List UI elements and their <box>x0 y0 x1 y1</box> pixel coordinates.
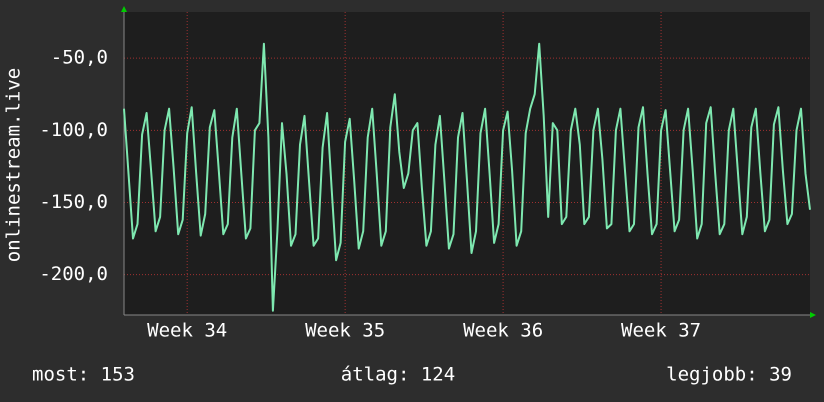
plot-area <box>124 12 810 315</box>
y-tick-label: -200,0 <box>39 263 108 285</box>
y-tick-label: -50,0 <box>51 47 108 69</box>
y-tick-label: -100,0 <box>39 119 108 141</box>
footer-average: átlag: 124 <box>341 364 455 386</box>
y-tick-label: -150,0 <box>39 191 108 213</box>
x-axis-arrow <box>810 312 816 318</box>
footer-current: most: 153 <box>32 364 135 386</box>
y-axis-label: onlinestream.live <box>3 68 25 262</box>
x-tick-label: Week 34 <box>147 320 227 342</box>
series-line <box>123 42 811 312</box>
x-tick-label: Week 36 <box>463 320 543 342</box>
x-tick-label: Week 35 <box>305 320 385 342</box>
x-tick-label: Week 37 <box>621 320 701 342</box>
y-axis-arrow <box>121 6 127 12</box>
footer-best: legjobb: 39 <box>666 364 792 386</box>
